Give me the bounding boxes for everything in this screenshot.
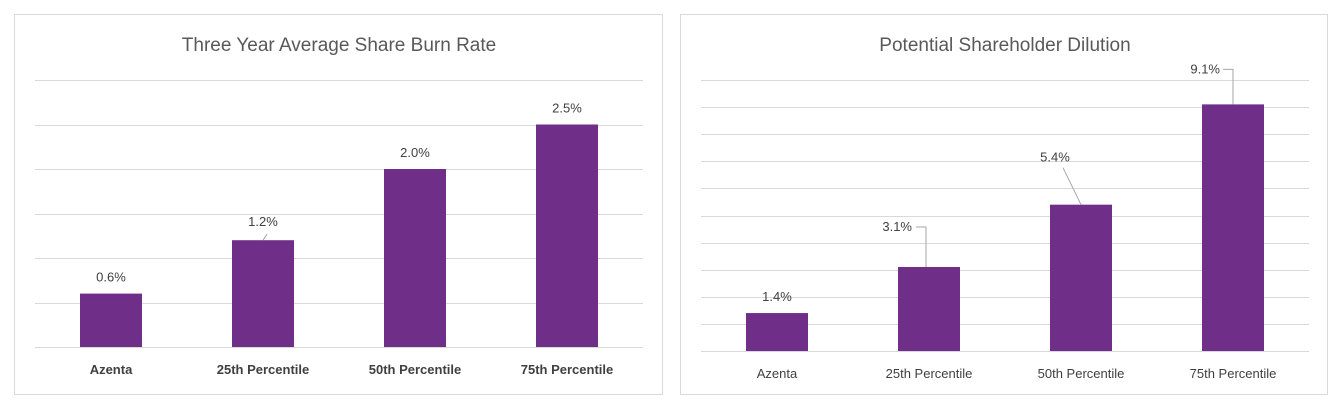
leader-line xyxy=(1223,68,1234,105)
bar-75th-percentile xyxy=(536,124,598,347)
category-label: 75th Percentile xyxy=(521,362,614,377)
bar-azenta xyxy=(746,313,808,351)
bar-25th-percentile xyxy=(232,240,294,347)
bar-azenta xyxy=(80,293,142,347)
bar-50th-percentile xyxy=(1050,204,1112,351)
category-label: 75th Percentile xyxy=(1190,366,1277,381)
dilution-chart-svg: Potential Shareholder Dilution 1.4% Azent… xyxy=(701,35,1309,381)
dilution-chart: Potential Shareholder Dilution 1.4% Azent… xyxy=(680,14,1328,395)
data-label: 2.0% xyxy=(400,145,430,160)
leader-line xyxy=(262,233,268,241)
leader-line xyxy=(916,226,927,267)
category-label: 25th Percentile xyxy=(217,362,310,377)
data-label: 5.4% xyxy=(1040,150,1070,165)
bar-50th-percentile xyxy=(384,169,446,347)
dilution-chart-title: Potential Shareholder Dilution xyxy=(879,35,1130,56)
burn-rate-chart: Three Year Average Share Burn Rate 0.6% A… xyxy=(14,14,663,395)
data-label: 1.4% xyxy=(762,289,792,304)
data-label: 0.6% xyxy=(96,270,126,285)
burn-rate-chart-title: Three Year Average Share Burn Rate xyxy=(182,35,496,56)
data-label: 2.5% xyxy=(552,101,582,116)
bar-25th-percentile xyxy=(898,266,960,351)
category-label: Azenta xyxy=(757,366,798,381)
category-label: 25th Percentile xyxy=(886,366,973,381)
data-label: 3.1% xyxy=(882,219,912,234)
data-label: 9.1% xyxy=(1190,61,1220,76)
data-label: 1.2% xyxy=(248,214,278,229)
bar-75th-percentile xyxy=(1202,104,1264,351)
burn-rate-chart-svg: Three Year Average Share Burn Rate 0.6% A… xyxy=(35,35,643,377)
category-label: 50th Percentile xyxy=(1038,366,1125,381)
leader-line xyxy=(1062,167,1082,205)
category-label: 50th Percentile xyxy=(369,362,462,377)
category-label: Azenta xyxy=(90,362,133,377)
